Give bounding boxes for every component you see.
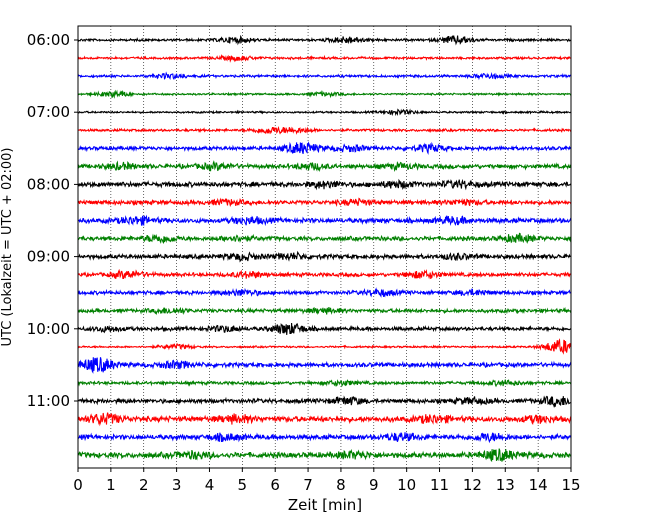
seismic-trace-0600	[77, 34, 572, 46]
x-tick-label: 0	[73, 476, 83, 494]
y-axis-ticks: 06:00 07:00 08:00 09:00 10:00 11:00	[27, 31, 78, 410]
seismic-trace-0615	[77, 54, 572, 63]
x-tick-label: 12	[463, 476, 482, 494]
x-tick-label: 8	[336, 476, 346, 494]
x-axis-ticks: 0 1 2 3 4 5 6 7 8 9 10 11 12 13 14 15	[73, 468, 581, 494]
seismic-trace-0800	[77, 178, 572, 191]
seismic-trace-0715	[77, 125, 572, 135]
seismic-trace-0815	[77, 197, 572, 208]
y-tick-label: 09:00	[27, 248, 70, 266]
x-tick-label: 10	[397, 476, 416, 494]
seismic-trace-0945	[77, 306, 572, 316]
seismic-trace-1015	[77, 338, 572, 355]
x-tick-label: 1	[106, 476, 116, 494]
seismic-trace-1100	[77, 395, 572, 409]
seismic-trace-0700	[77, 108, 572, 117]
y-tick-label: 08:00	[27, 175, 70, 193]
plot-background	[78, 26, 571, 468]
x-tick-label: 6	[270, 476, 280, 494]
y-tick-label: 11:00	[27, 392, 70, 410]
y-tick-label: 06:00	[27, 31, 70, 49]
x-tick-label: 13	[496, 476, 515, 494]
x-tick-label: 3	[172, 476, 182, 494]
seismic-trace-0845	[77, 232, 572, 244]
seismic-trace-0930	[77, 287, 572, 298]
seismic-trace-1000	[77, 322, 572, 335]
x-tick-label: 15	[561, 476, 580, 494]
seismic-trace-0730	[77, 141, 572, 156]
seismic-trace-0830	[77, 214, 572, 227]
seismic-trace-0645	[77, 89, 572, 99]
plot-frame	[77, 25, 572, 469]
seismic-trace-1130	[77, 431, 572, 444]
x-axis-label: Zeit [min]	[288, 496, 362, 514]
x-tick-label: 9	[369, 476, 379, 494]
seismic-trace-1030	[77, 357, 572, 374]
seismic-trace-0900	[77, 250, 572, 263]
seismic-trace-1115	[77, 412, 572, 427]
seismic-trace-1045	[77, 379, 572, 388]
x-tick-label: 7	[303, 476, 313, 494]
x-tick-label: 11	[430, 476, 449, 494]
y-tick-label: 10:00	[27, 320, 70, 338]
x-tick-label: 5	[238, 476, 248, 494]
seismic-trace-0915	[77, 268, 572, 280]
seismic-trace-0630	[77, 71, 572, 81]
x-tick-label: 14	[529, 476, 548, 494]
seismic-trace-0745	[77, 160, 572, 173]
y-axis-label: UTC (Lokalzeit = UTC + 02:00)	[0, 148, 15, 347]
seismic-traces	[77, 34, 572, 463]
y-tick-label: 07:00	[27, 103, 70, 121]
x-tick-label: 2	[139, 476, 149, 494]
x-tick-label: 4	[205, 476, 215, 494]
seismic-trace-1145	[77, 448, 572, 463]
